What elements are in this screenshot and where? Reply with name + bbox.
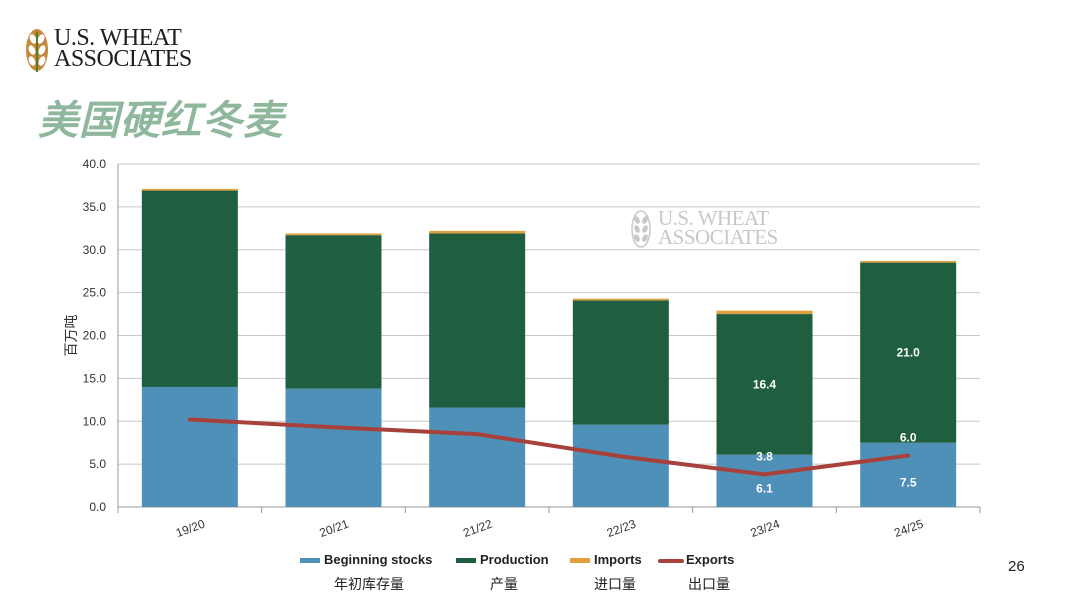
chart-legend: Beginning stocks 年初库存量 Production 产量 Imp… xyxy=(300,552,780,596)
watermark-wheat-icon xyxy=(631,210,651,248)
y-tick-label: 20.0 xyxy=(83,329,107,343)
legend-label-exports: Exports xyxy=(686,552,735,567)
legend-swatch-beginning-stocks xyxy=(300,558,320,563)
y-tick-label: 10.0 xyxy=(83,414,107,428)
data-label: 21.0 xyxy=(896,346,920,360)
y-tick-label: 35.0 xyxy=(83,200,107,214)
y-tick-label: 30.0 xyxy=(83,243,107,257)
y-tick-label: 15.0 xyxy=(83,371,107,385)
bar-production xyxy=(860,262,957,443)
bar-beginning-stocks xyxy=(716,454,813,507)
watermark-wordmark: U.S. WHEAT ASSOCIATES xyxy=(658,206,778,249)
legend-swatch-production xyxy=(456,558,476,563)
bar-beginning-stocks xyxy=(285,388,382,507)
legend-swatch-exports xyxy=(658,559,684,563)
data-label: 6.1 xyxy=(756,482,773,496)
data-label: 3.8 xyxy=(756,449,773,463)
data-label: 7.5 xyxy=(900,476,917,490)
bar-imports xyxy=(572,298,669,301)
legend-label-zh-production: 产量 xyxy=(490,577,518,593)
y-axis-label: 百万吨 xyxy=(64,315,80,357)
bar-production xyxy=(141,190,238,387)
bar-production xyxy=(429,233,526,408)
page-title: 美国硬红冬麦 xyxy=(38,98,284,144)
logo-line-2: ASSOCIATES xyxy=(54,46,192,72)
exports-line xyxy=(187,417,911,477)
watermark-line-2: ASSOCIATES xyxy=(658,225,778,249)
bar-imports xyxy=(285,233,382,236)
bar-beginning-stocks xyxy=(572,424,669,507)
bar-beginning-stocks xyxy=(860,442,957,507)
data-label: 16.4 xyxy=(753,377,777,391)
bar-imports xyxy=(860,260,957,263)
bar-imports xyxy=(429,230,526,234)
legend-label-zh-imports: 进口量 xyxy=(594,577,636,593)
bar-beginning-stocks xyxy=(429,407,526,507)
us-wheat-associates-logo: U.S. WHEAT ASSOCIATES xyxy=(24,26,224,78)
logo-line-1: U.S. WHEAT xyxy=(54,25,182,51)
legend-label-production: Production xyxy=(480,552,549,567)
y-tick-label: 5.0 xyxy=(89,457,106,471)
legend-label-beginning-stocks: Beginning stocks xyxy=(324,552,433,567)
bar-production xyxy=(716,314,813,455)
x-tick-label: 24/25 xyxy=(892,517,925,541)
x-tick-label: 21/22 xyxy=(461,517,494,541)
logo-wordmark: U.S. WHEAT ASSOCIATES xyxy=(54,25,192,72)
bar-beginning-stocks xyxy=(141,386,238,507)
y-tick-label: 25.0 xyxy=(83,286,107,300)
y-tick-label: 40.0 xyxy=(83,157,107,171)
x-tick-label: 23/24 xyxy=(749,517,782,541)
x-tick-label: 22/23 xyxy=(605,517,638,541)
bar-imports xyxy=(141,188,238,191)
page-number: 26 xyxy=(1008,558,1025,575)
bar-imports xyxy=(716,310,813,315)
watermark-logo: U.S. WHEAT ASSOCIATES xyxy=(630,206,800,253)
x-tick-label: 19/20 xyxy=(174,517,207,541)
x-tick-label: 20/21 xyxy=(318,517,351,541)
bar-production xyxy=(572,300,669,425)
legend-label-zh-beginning-stocks: 年初库存量 xyxy=(334,577,404,593)
legend-label-imports: Imports xyxy=(594,552,642,567)
wheat-icon xyxy=(26,29,48,72)
y-tick-label: 0.0 xyxy=(89,500,106,514)
watermark-line-1: U.S. WHEAT xyxy=(658,206,769,230)
legend-swatch-imports xyxy=(570,558,590,563)
bar-production xyxy=(285,235,382,389)
legend-label-zh-exports: 出口量 xyxy=(688,577,730,593)
data-label: 6.0 xyxy=(900,431,917,445)
